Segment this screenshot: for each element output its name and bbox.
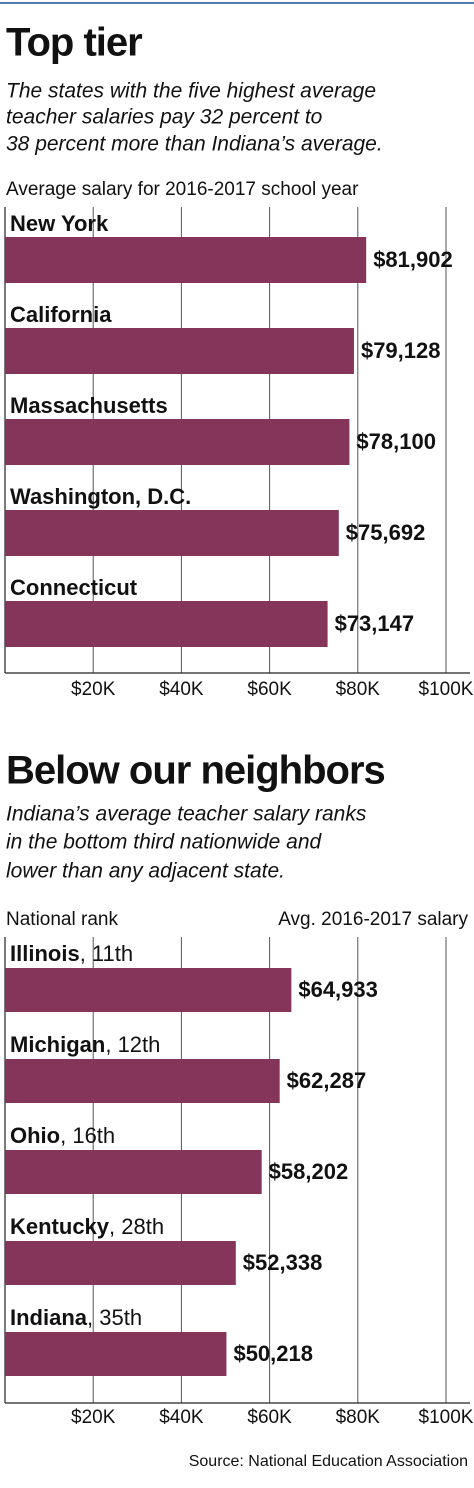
bar (5, 1332, 227, 1376)
value-label: $73,147 (335, 611, 415, 636)
axis-title: Average salary for 2016-2017 school year (6, 179, 359, 200)
subtitle: The states with the five highest average (6, 80, 376, 103)
bar (5, 968, 292, 1012)
category-name: Connecticut (10, 575, 138, 600)
x-tick-label: $20K (71, 1407, 116, 1428)
category-name: Ohio (10, 1123, 60, 1148)
chart-title: Below our neighbors (6, 749, 385, 793)
value-label: $58,202 (269, 1159, 349, 1184)
x-tick-label: $80K (336, 1407, 381, 1428)
category-name: New York (10, 211, 109, 236)
rank-label: , 35th (87, 1305, 142, 1330)
x-tick-label: $40K (159, 679, 204, 700)
value-label: $78,100 (356, 429, 436, 454)
category-name: Kentucky (10, 1214, 110, 1239)
bar (5, 328, 354, 374)
x-tick-label: $100K (419, 679, 474, 700)
rank-label: , 16th (60, 1123, 115, 1148)
chart-title: Top tier (6, 21, 142, 65)
subtitle: teacher salaries pay 32 percent to (6, 106, 323, 129)
rank-label: , 11th (80, 941, 133, 966)
bar (5, 419, 350, 465)
x-tick-label: $100K (419, 1407, 474, 1428)
rank-label: , 28th (109, 1214, 164, 1239)
axis-title: Avg. 2016-2017 salary (278, 909, 468, 930)
value-label: $62,287 (287, 1068, 367, 1093)
axis-title: National rank (6, 909, 118, 930)
category-label: Ohio, 16th (10, 1123, 115, 1148)
subtitle: 38 percent more than Indiana’s average. (6, 133, 383, 156)
category-label: Michigan, 12th (10, 1032, 160, 1057)
x-tick-label: $20K (71, 679, 116, 700)
category-label: Massachusetts (10, 393, 168, 418)
bar (5, 1241, 236, 1285)
category-name: Illinois (10, 941, 80, 966)
category-label: Kentucky, 28th (10, 1214, 164, 1239)
value-label: $52,338 (243, 1250, 323, 1275)
category-name: Michigan (10, 1032, 105, 1057)
x-tick-label: $60K (247, 679, 292, 700)
category-label: Connecticut (10, 575, 138, 600)
subtitle: in the bottom third nationwide and (6, 831, 323, 854)
x-tick-label: $40K (159, 1407, 204, 1428)
x-tick-label: $80K (336, 679, 381, 700)
bar (5, 601, 328, 647)
bar (5, 237, 367, 283)
subtitle: lower than any adjacent state. (6, 860, 285, 883)
category-label: Indiana, 35th (10, 1305, 142, 1330)
value-label: $79,128 (361, 338, 441, 363)
category-name: Washington, D.C. (10, 484, 191, 509)
value-label: $75,692 (346, 520, 426, 545)
category-name: California (10, 302, 112, 327)
bar (5, 1150, 262, 1194)
rank-label: , 12th (105, 1032, 160, 1057)
source: Source: National Education Association (189, 1453, 468, 1470)
value-label: $50,218 (233, 1341, 313, 1366)
category-label: Illinois, 11th (10, 941, 133, 966)
value-label: $64,933 (298, 977, 378, 1002)
bar (5, 510, 339, 556)
category-label: New York (10, 211, 109, 236)
category-name: Massachusetts (10, 393, 168, 418)
value-label: $81,902 (373, 247, 453, 272)
subtitle: Indiana’s average teacher salary ranks (6, 803, 367, 826)
x-tick-label: $60K (247, 1407, 292, 1428)
category-label: Washington, D.C. (10, 484, 191, 509)
category-name: Indiana (10, 1305, 88, 1330)
bar (5, 1059, 280, 1103)
category-label: California (10, 302, 112, 327)
